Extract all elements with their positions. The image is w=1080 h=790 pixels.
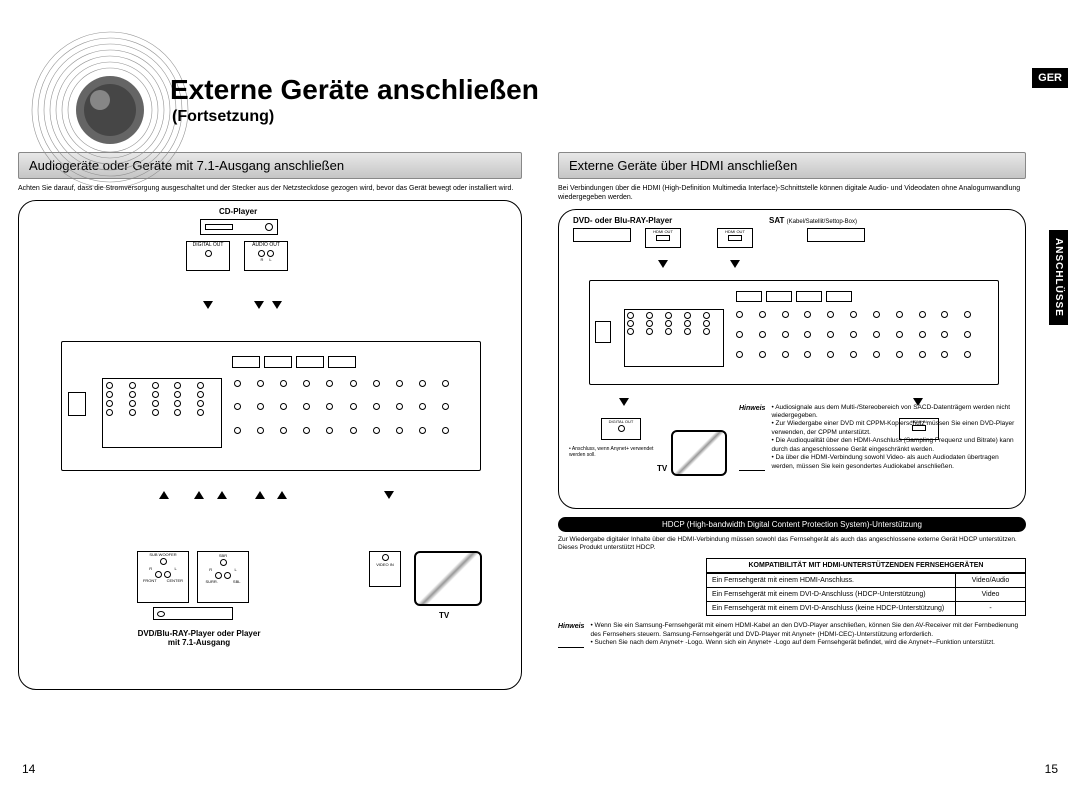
speaker-vortex-icon: [30, 30, 190, 190]
video-in-port: VIDEO IN: [369, 551, 401, 587]
left-page: Externe Geräte anschließen (Fortsetzung)…: [0, 0, 540, 790]
surr-sbl-box: SBR RL SURR.SBL: [197, 551, 249, 603]
dvd-device-icon: [573, 228, 631, 242]
right-page: GER ANSCHLÜSSE Externe Geräte über HDMI …: [540, 0, 1080, 790]
cd-player-icon: [200, 219, 278, 235]
hdmi-out-1: HDMI OUT: [645, 228, 681, 248]
digital-out-label: DIGITAL OUT: [187, 243, 229, 248]
right-diagram: DVD- oder Blu-RAY-Player SAT (Kabel/Sate…: [558, 209, 1026, 509]
right-intro-text: Bei Verbindungen über die HDMI (High-Def…: [558, 185, 1026, 203]
audio-out-port: AUDIO OUT RL: [244, 241, 288, 271]
hinweis-list: Audiosignale aus dem Multi-/Stereobereic…: [769, 404, 1017, 472]
tv-icon: [414, 551, 482, 606]
video-in-label: VIDEO IN: [370, 563, 400, 567]
page-number-right: 15: [1045, 762, 1058, 776]
dvd-player-label: DVD/Blu-RAY-Player oder Player mit 7.1-A…: [134, 629, 264, 648]
hdmi-out-2: HDMI OUT: [717, 228, 753, 248]
diagram-hinweis: Hinweis Audiosignale aus dem Multi-/Ster…: [739, 404, 1017, 472]
sat-device-icon: [807, 228, 865, 242]
right-section-heading: Externe Geräte über HDMI anschließen: [558, 152, 1026, 179]
hinweis-item: Suchen Sie nach dem Anynet+ -Logo. Wenn …: [590, 639, 1026, 647]
compat-table: Ein Fernsehgerät mit einem HDMI-Anschlus…: [706, 573, 1026, 616]
hinweis-label: Hinweis: [739, 404, 765, 472]
bottom-hinweis: Hinweis Wenn Sie ein Samsung-Fernsehgerä…: [558, 622, 1026, 647]
page-number-left: 14: [22, 762, 35, 776]
left-diagram: CD-Player DIGITAL OUT AUDIO OUT RL: [18, 200, 522, 690]
compat-title: KOMPATIBILITÄT MIT HDMI-UNTERSTÜTZENDEN …: [706, 558, 1026, 573]
hinweis-item: Zur Wiedergabe einer DVD mit CPPM-Kopier…: [771, 420, 1017, 437]
hdcp-text: Zur Wiedergabe digitaler Inhalte über di…: [558, 536, 1026, 553]
digital-out-right: DIGITAL OUT: [601, 418, 641, 440]
page-title: Externe Geräte anschließen: [170, 74, 539, 106]
dvd-player-icon: [153, 607, 233, 620]
tv-icon-right: [671, 430, 727, 476]
sat-label: SAT (Kabel/Satellit/Settop-Box): [769, 216, 857, 225]
tv-label-right: TV: [657, 464, 667, 473]
front-center-box: SUB WOOFER RL FRONTCENTER: [137, 551, 189, 603]
section-tab: ANSCHLÜSSE: [1049, 230, 1068, 325]
language-badge: GER: [1032, 68, 1068, 88]
hinweis-label-bottom: Hinweis: [558, 622, 584, 647]
anynet-note: • Anschluss, wenn Anynet+ verwendet werd…: [569, 446, 659, 458]
table-row: Ein Fernsehgerät mit einem DVI-D-Anschlu…: [707, 588, 1026, 602]
hdcp-heading: HDCP (High-bandwidth Digital Content Pro…: [558, 517, 1026, 532]
hinweis-item: Wenn Sie ein Samsung-Fernsehgerät mit ei…: [590, 622, 1026, 639]
cd-player-label: CD-Player: [219, 207, 257, 216]
dvd-blu-label: DVD- oder Blu-RAY-Player: [573, 216, 672, 225]
tv-label: TV: [439, 611, 449, 620]
hinweis-item: Da über die HDMI-Verbindung sowohl Video…: [771, 454, 1017, 471]
hinweis-item: Audiosignale aus dem Multi-/Stereobereic…: [771, 404, 1017, 421]
receiver-rear-panel: [61, 341, 481, 471]
digital-out-port: DIGITAL OUT: [186, 241, 230, 271]
audio-out-label: AUDIO OUT: [245, 243, 287, 248]
table-row: Ein Fernsehgerät mit einem HDMI-Anschlus…: [707, 574, 1026, 588]
hinweis-item: Die Audioqualität über den HDMI-Anschlus…: [771, 437, 1017, 454]
table-row: Ein Fernsehgerät mit einem DVI-D-Anschlu…: [707, 602, 1026, 616]
page-subtitle: (Fortsetzung): [172, 108, 274, 126]
receiver-rear-panel-right: [589, 280, 999, 385]
